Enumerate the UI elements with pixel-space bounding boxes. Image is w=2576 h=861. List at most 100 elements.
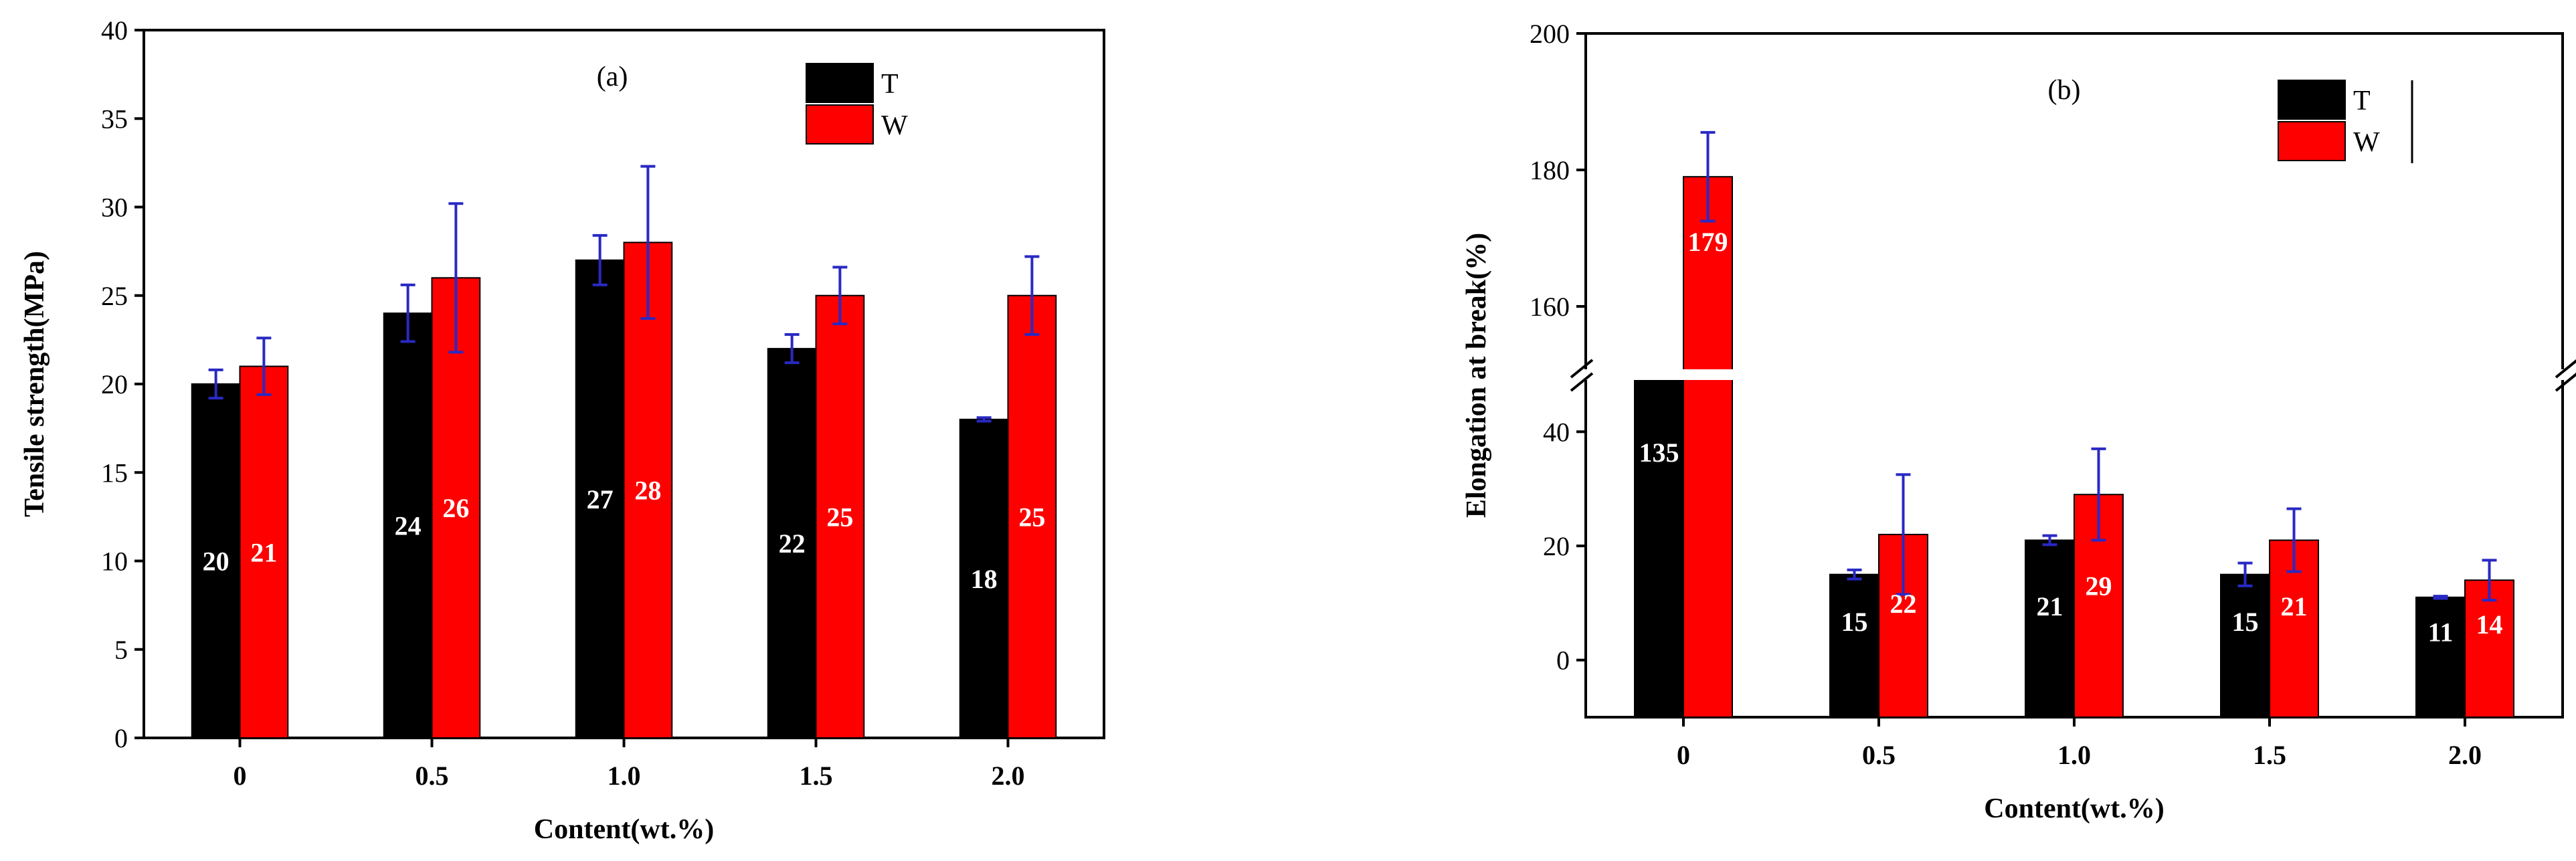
bar-value-label: 26 [442, 493, 469, 523]
legend: TW [2278, 80, 2413, 163]
panel-label: (b) [2048, 75, 2081, 106]
y-tick-label: 200 [1530, 19, 1570, 49]
bar-w [431, 277, 481, 739]
axis-break-mark [2555, 359, 2576, 379]
bar-t [2415, 596, 2466, 718]
bar-value-label: 179 [1688, 227, 1728, 257]
x-tick-label: 1.0 [2057, 740, 2091, 770]
bar-t [2025, 539, 2075, 718]
error-bar [832, 266, 848, 326]
error-bar [2433, 595, 2448, 600]
error-bar [784, 332, 800, 365]
error-bar [448, 202, 464, 354]
error-bar [2286, 507, 2302, 573]
y-tick-label: 0 [1556, 646, 1570, 676]
bar-value-label: 24 [395, 511, 422, 541]
bar-value-label: 25 [1018, 502, 1045, 532]
error-bar [976, 416, 992, 423]
bar-t [1829, 573, 1879, 719]
axis-break-mark [1570, 359, 1594, 379]
panel-label: (a) [597, 62, 628, 92]
error-bar [2091, 447, 2106, 542]
x-tick-label: 1.5 [800, 761, 833, 791]
x-tick-label: 0 [234, 761, 247, 791]
bar-value-label: 15 [1841, 607, 1868, 637]
x-tick-label: 2.0 [2448, 740, 2482, 770]
bar-t [191, 383, 241, 739]
bar-value-label: 27 [587, 484, 614, 514]
error-bar [256, 337, 272, 396]
error-bar [208, 368, 223, 400]
y-tick-label: 5 [114, 635, 128, 665]
y-tick-label: 40 [1543, 417, 1570, 447]
bar-w [1007, 294, 1057, 739]
bar-value-label: 29 [2086, 571, 2112, 601]
bar-value-label: 11 [2428, 617, 2454, 647]
error-bar [1847, 568, 1862, 581]
y-tick-label: 180 [1530, 155, 1570, 185]
x-tick-label: 1.0 [608, 761, 641, 791]
y-tick-label: 25 [101, 281, 128, 311]
y-tick-label: 35 [101, 104, 128, 134]
chart-panel-a: 0 5 10 15 20 25 30 35 40 0 20 21 0.5 24 26 1.0 27 28 1.5 22… [19, 15, 1105, 845]
x-tick-label: 0.5 [1862, 740, 1896, 770]
y-tick-label: 20 [1543, 531, 1570, 561]
chart-panel-b: 0 20 40 160 180 200 0 135 179 0.5 15 22 1.0 21 29 1.5 15… [1461, 19, 2576, 824]
x-tick-label: 0.5 [416, 761, 449, 791]
y-tick-label: 10 [101, 547, 128, 577]
error-bar [1024, 255, 1040, 336]
axis-break-mark [1570, 372, 1594, 392]
error-bar [2042, 534, 2057, 547]
bar-w [623, 242, 673, 739]
error-bar [400, 283, 416, 343]
legend-label-t: T [881, 69, 899, 100]
y-tick-label: 160 [1530, 292, 1570, 322]
axis-break-mark [2555, 373, 2576, 392]
x-tick-label: 2.0 [992, 761, 1025, 791]
x-tick-label: 0 [1677, 740, 1690, 770]
legend-swatch-t [2278, 80, 2346, 120]
bar-value-label: 21 [2037, 591, 2063, 621]
y-tick-label: 30 [101, 193, 128, 223]
y-axis-label: Tensile strength(MPa) [19, 251, 50, 517]
legend-label-t: T [2353, 86, 2371, 116]
x-axis-label: Content(wt.%) [1984, 793, 2164, 824]
y-axis-label: Elongation at break(%) [1461, 233, 1492, 518]
error-bar [2482, 559, 2497, 602]
bar-value-label: 14 [2476, 609, 2503, 640]
legend-label-w: W [2353, 127, 2380, 158]
error-bar [640, 165, 656, 320]
axis-break-gap [1566, 369, 2576, 380]
bar-value-label: 20 [203, 547, 229, 577]
bar-value-label: 28 [634, 476, 661, 506]
legend: TW [806, 63, 908, 145]
error-bar [1700, 130, 1716, 223]
bar-w [815, 294, 865, 739]
y-tick-label: 20 [101, 369, 128, 399]
bar-w [1683, 176, 1733, 718]
bar-value-label: 135 [1639, 438, 1679, 468]
bar-t [2220, 573, 2270, 719]
y-tick-label: 15 [101, 458, 128, 488]
y-tick-label: 40 [101, 15, 128, 45]
bar-value-label: 15 [2232, 607, 2259, 637]
error-bar [592, 233, 608, 286]
bar-t [575, 259, 625, 739]
bar-t [959, 418, 1009, 739]
bar-value-label: 21 [250, 537, 277, 567]
bar-value-label: 25 [826, 502, 853, 532]
bar-value-label: 22 [1890, 589, 1917, 619]
axis-break [1566, 359, 2576, 392]
x-tick-label: 1.5 [2253, 740, 2286, 770]
legend-label-w: W [881, 110, 908, 141]
bar-value-label: 21 [2281, 591, 2308, 621]
y-tick-label: 0 [114, 723, 128, 753]
error-bar [1896, 473, 1911, 596]
legend-swatch-w [2278, 121, 2346, 161]
x-axis-label: Content(wt.%) [534, 814, 714, 845]
legend-swatch-w [806, 104, 874, 145]
bar-t [1634, 374, 1684, 718]
error-bar [2237, 561, 2253, 587]
